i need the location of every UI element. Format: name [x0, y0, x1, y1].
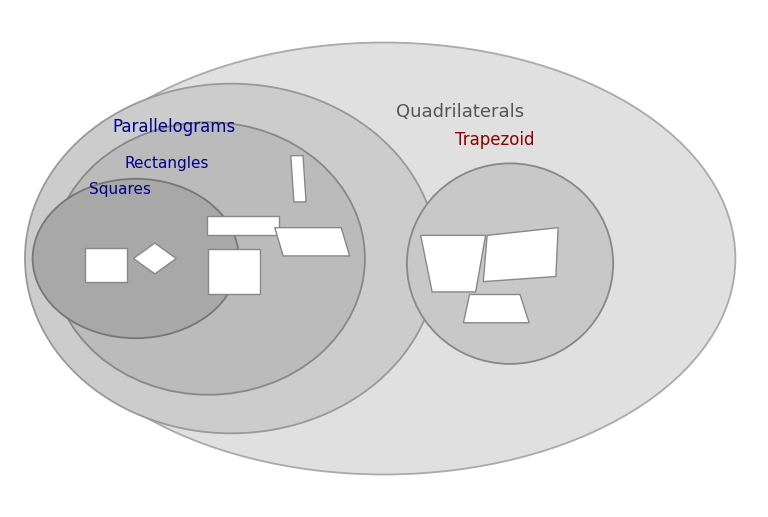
- Text: Squares: Squares: [89, 181, 151, 196]
- Ellipse shape: [407, 163, 613, 364]
- Polygon shape: [275, 227, 349, 256]
- Bar: [207, 216, 280, 235]
- Bar: [84, 248, 127, 282]
- Polygon shape: [134, 243, 176, 274]
- Text: Trapezoid: Trapezoid: [455, 131, 535, 149]
- Ellipse shape: [32, 42, 736, 475]
- Ellipse shape: [51, 122, 365, 395]
- Polygon shape: [421, 235, 485, 292]
- Text: Quadrilaterals: Quadrilaterals: [396, 103, 525, 121]
- Polygon shape: [291, 156, 306, 202]
- Text: Rectangles: Rectangles: [124, 156, 209, 171]
- Polygon shape: [483, 227, 558, 282]
- Polygon shape: [463, 295, 529, 323]
- Text: Parallelograms: Parallelograms: [112, 118, 236, 136]
- Bar: [208, 249, 260, 295]
- Ellipse shape: [32, 179, 239, 338]
- Ellipse shape: [25, 84, 438, 433]
